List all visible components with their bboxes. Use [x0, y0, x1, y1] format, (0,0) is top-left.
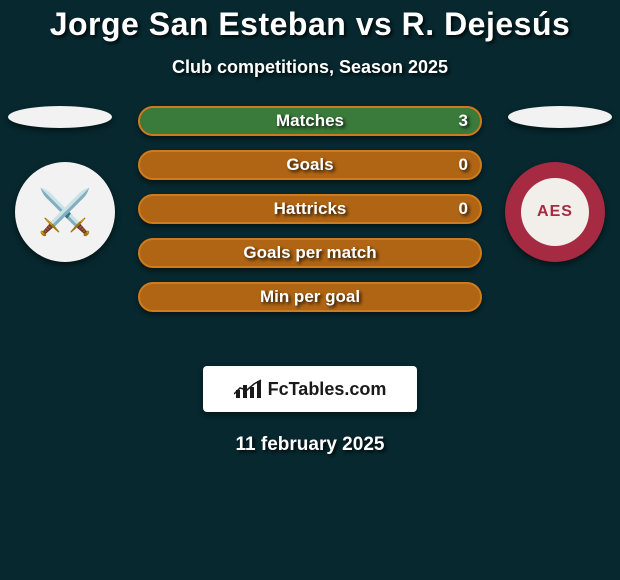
- player-photo-left: [8, 106, 112, 128]
- bar-chart-icon: [234, 378, 262, 400]
- stat-value-right: 3: [447, 108, 480, 134]
- stat-row: Hattricks0: [138, 194, 482, 224]
- subtitle: Club competitions, Season 2025: [0, 57, 620, 78]
- stat-label: Goals per match: [140, 240, 480, 266]
- club-badge-left-glyph: ⚔️: [15, 162, 115, 262]
- stat-value-right: 0: [447, 196, 480, 222]
- date-text: 11 february 2025: [0, 434, 620, 456]
- stat-row: Matches3: [138, 106, 482, 136]
- stat-label: Hattricks: [140, 196, 480, 222]
- club-badge-left: ⚔️: [15, 162, 115, 262]
- stat-rows: Matches3Goals0Hattricks0Goals per matchM…: [138, 106, 482, 326]
- stat-label: Matches: [140, 108, 480, 134]
- club-badge-right: AES: [505, 162, 605, 262]
- comparison-area: ⚔️ AES Matches3Goals0Hattricks0Goals per…: [0, 114, 620, 344]
- branding-box: FcTables.com: [203, 366, 417, 412]
- stat-label: Min per goal: [140, 284, 480, 310]
- stat-row: Min per goal: [138, 282, 482, 312]
- stat-value-right: 0: [447, 152, 480, 178]
- branding-text: FcTables.com: [268, 379, 387, 400]
- player-photo-right: [508, 106, 612, 128]
- stat-label: Goals: [140, 152, 480, 178]
- stat-row: Goals per match: [138, 238, 482, 268]
- club-badge-right-text: AES: [521, 178, 589, 246]
- stat-row: Goals0: [138, 150, 482, 180]
- page-title: Jorge San Esteban vs R. Dejesús: [0, 0, 620, 43]
